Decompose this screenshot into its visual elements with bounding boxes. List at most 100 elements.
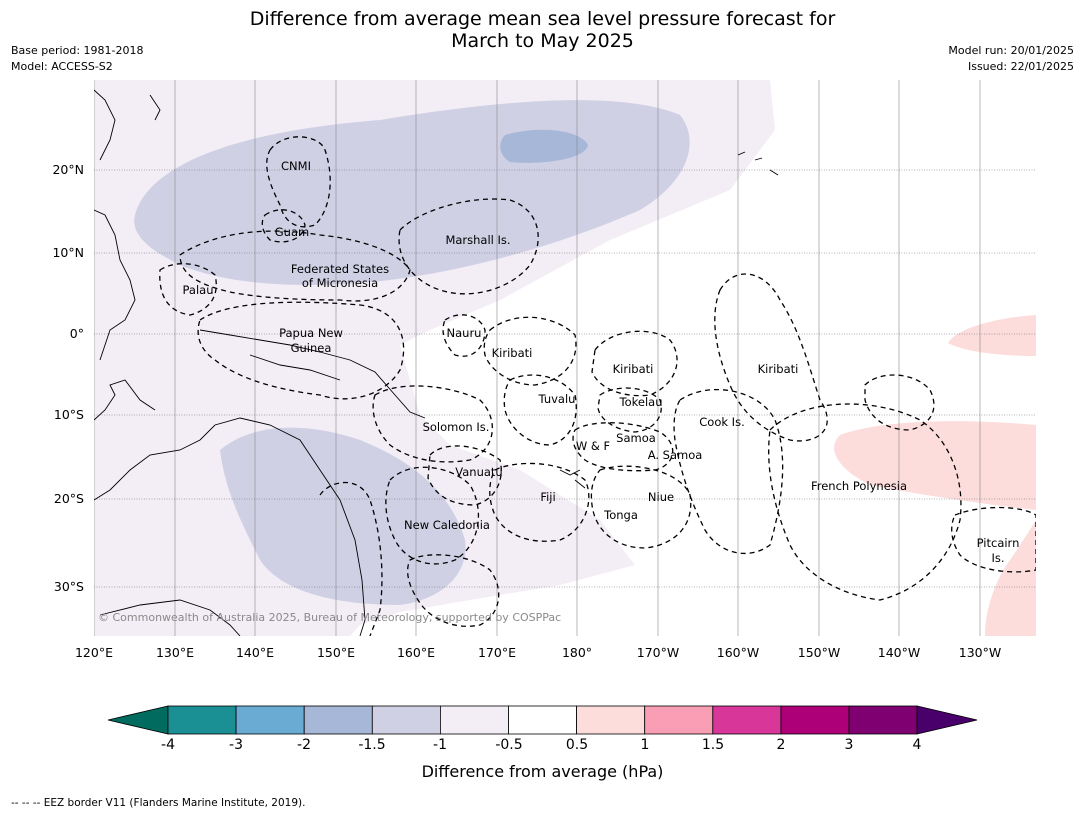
lon-label: 130°E bbox=[156, 645, 194, 660]
colorbar-over-extension bbox=[916, 705, 978, 735]
eez-kiribati-west bbox=[483, 316, 577, 386]
eez-solomon bbox=[372, 385, 493, 463]
lat-gridlines bbox=[94, 169, 1036, 588]
colorbar-tick: -4 bbox=[161, 737, 175, 753]
lon-label: 120°E bbox=[75, 645, 113, 660]
label-french-polynesia: French Polynesia bbox=[811, 479, 907, 493]
eez-kiribati-east bbox=[714, 273, 828, 442]
title-line-2: March to May 2025 bbox=[451, 30, 634, 52]
colorbar-segment bbox=[576, 705, 646, 735]
lon-label: 140°W bbox=[878, 645, 920, 660]
contour-plus-0.5-east bbox=[834, 421, 1036, 510]
colorbar-tick: -1 bbox=[433, 737, 447, 753]
colorbar-tick: 3 bbox=[844, 737, 854, 753]
colorbar-tick: -0.5 bbox=[495, 737, 523, 753]
colorbar-segment bbox=[439, 705, 509, 735]
label-vanuatu: Vanuatu bbox=[455, 465, 502, 479]
colorbar-segment bbox=[303, 705, 373, 735]
lon-label: 140°E bbox=[236, 645, 274, 660]
eez-french-polynesia bbox=[768, 403, 962, 601]
colorbar-segment bbox=[371, 705, 441, 735]
eez-marshall bbox=[398, 198, 539, 295]
lon-label: 170°E bbox=[478, 645, 516, 660]
label-cnmi: CNMI bbox=[281, 159, 311, 173]
colorbar-tick: 1.5 bbox=[701, 737, 725, 753]
label-tokelau: Tokelau bbox=[619, 395, 663, 409]
colorbar-segment bbox=[644, 705, 714, 735]
contour-minus-1.5-north bbox=[500, 129, 588, 163]
colorbar-segment bbox=[508, 705, 577, 735]
map-panel: CNMI Guam Marshall Is. Federated States … bbox=[94, 80, 1036, 636]
label-solomon: Solomon Is. bbox=[423, 420, 490, 434]
colorbar-tick: 0.5 bbox=[565, 737, 589, 753]
eez-australia-east bbox=[319, 482, 383, 636]
label-fsm-2: of Micronesia bbox=[302, 276, 378, 290]
eez-tonga-niue bbox=[590, 465, 692, 549]
coastlines bbox=[94, 89, 779, 636]
label-pitcairn-1: Pitcairn bbox=[977, 536, 1020, 550]
label-new-caledonia: New Caledonia bbox=[404, 518, 490, 532]
eez-legend-note: -- -- -- EEZ border V11 (Flanders Marine… bbox=[11, 797, 306, 809]
lat-label: 10°S bbox=[54, 407, 84, 422]
gridlines bbox=[94, 80, 981, 636]
eez-borders bbox=[159, 136, 1036, 636]
chart-title: Difference from average mean sea level p… bbox=[0, 8, 1085, 52]
label-fsm-1: Federated States bbox=[291, 262, 389, 276]
eez-kiribati-central bbox=[591, 330, 678, 397]
label-tonga: Tonga bbox=[603, 508, 638, 522]
label-palau: Palau bbox=[183, 283, 214, 297]
label-pitcairn-2: Is. bbox=[991, 551, 1004, 565]
label-niue: Niue bbox=[648, 490, 674, 504]
colorbar-tick: 1 bbox=[640, 737, 650, 753]
title-line-1: Difference from average mean sea level p… bbox=[249, 8, 836, 30]
label-guam: Guam bbox=[275, 225, 309, 239]
colorbar-segment bbox=[712, 705, 782, 735]
colorbar-tick: -3 bbox=[229, 737, 243, 753]
label-samoa: Samoa bbox=[616, 431, 656, 445]
lat-label: 0° bbox=[70, 326, 84, 341]
issued-date: Issued: 22/01/2025 bbox=[967, 60, 1074, 73]
lat-label: 20°N bbox=[52, 162, 84, 177]
lon-label: 150°W bbox=[798, 645, 840, 660]
eez-tokelau bbox=[597, 387, 662, 433]
colorbar-segment bbox=[167, 705, 237, 735]
eez-tuvalu bbox=[503, 374, 577, 446]
colorbar-segment bbox=[848, 705, 918, 735]
colorbar-tick: 2 bbox=[776, 737, 786, 753]
label-nauru: Nauru bbox=[447, 326, 482, 340]
contour-minus-1-south bbox=[220, 427, 466, 605]
eez-fiji bbox=[489, 462, 590, 542]
label-tuvalu: Tuvalu bbox=[538, 392, 576, 406]
eez-png bbox=[197, 301, 405, 400]
colorbar-tick: -1.5 bbox=[358, 737, 386, 753]
base-period: Base period: 1981-2018 bbox=[11, 44, 144, 57]
label-png-1: Papua New bbox=[279, 326, 343, 340]
lat-label: 20°S bbox=[54, 491, 84, 506]
lat-label: 30°S bbox=[54, 579, 84, 594]
label-png-2: Guinea bbox=[291, 341, 332, 355]
eez-new-zealand bbox=[407, 554, 500, 627]
contour-plus-0.5-southeast bbox=[985, 520, 1036, 636]
colorbar-label: Difference from average (hPa) bbox=[421, 762, 664, 781]
eez-fsm bbox=[179, 230, 411, 302]
lat-label: 10°N bbox=[52, 245, 84, 260]
colorbar bbox=[107, 705, 978, 735]
label-fiji: Fiji bbox=[540, 490, 555, 504]
model-run: Model run: 20/01/2025 bbox=[948, 44, 1074, 57]
label-kiribati-central: Kiribati bbox=[613, 362, 654, 376]
lon-label: 150°E bbox=[317, 645, 355, 660]
copyright-notice: © Commonwealth of Australia 2025, Bureau… bbox=[98, 611, 561, 624]
lon-axis-labels: 120°E 130°E 140°E 150°E 160°E 170°E 180°… bbox=[75, 645, 1001, 660]
lon-label: 180° bbox=[562, 645, 592, 660]
eez-vanuatu bbox=[427, 445, 502, 506]
label-wf: W & F bbox=[576, 439, 610, 453]
model-name: Model: ACCESS-S2 bbox=[11, 60, 113, 73]
colorbar-segment bbox=[235, 705, 305, 735]
label-kiribati-east: Kiribati bbox=[758, 362, 799, 376]
label-cook: Cook Is. bbox=[699, 415, 744, 429]
eez-cook bbox=[673, 388, 784, 555]
region-labels: CNMI Guam Marshall Is. Federated States … bbox=[183, 159, 1020, 565]
eez-new-caledonia bbox=[385, 466, 480, 565]
lat-axis-labels: 20°N 10°N 0° 10°S 20°S 30°S bbox=[52, 162, 84, 594]
